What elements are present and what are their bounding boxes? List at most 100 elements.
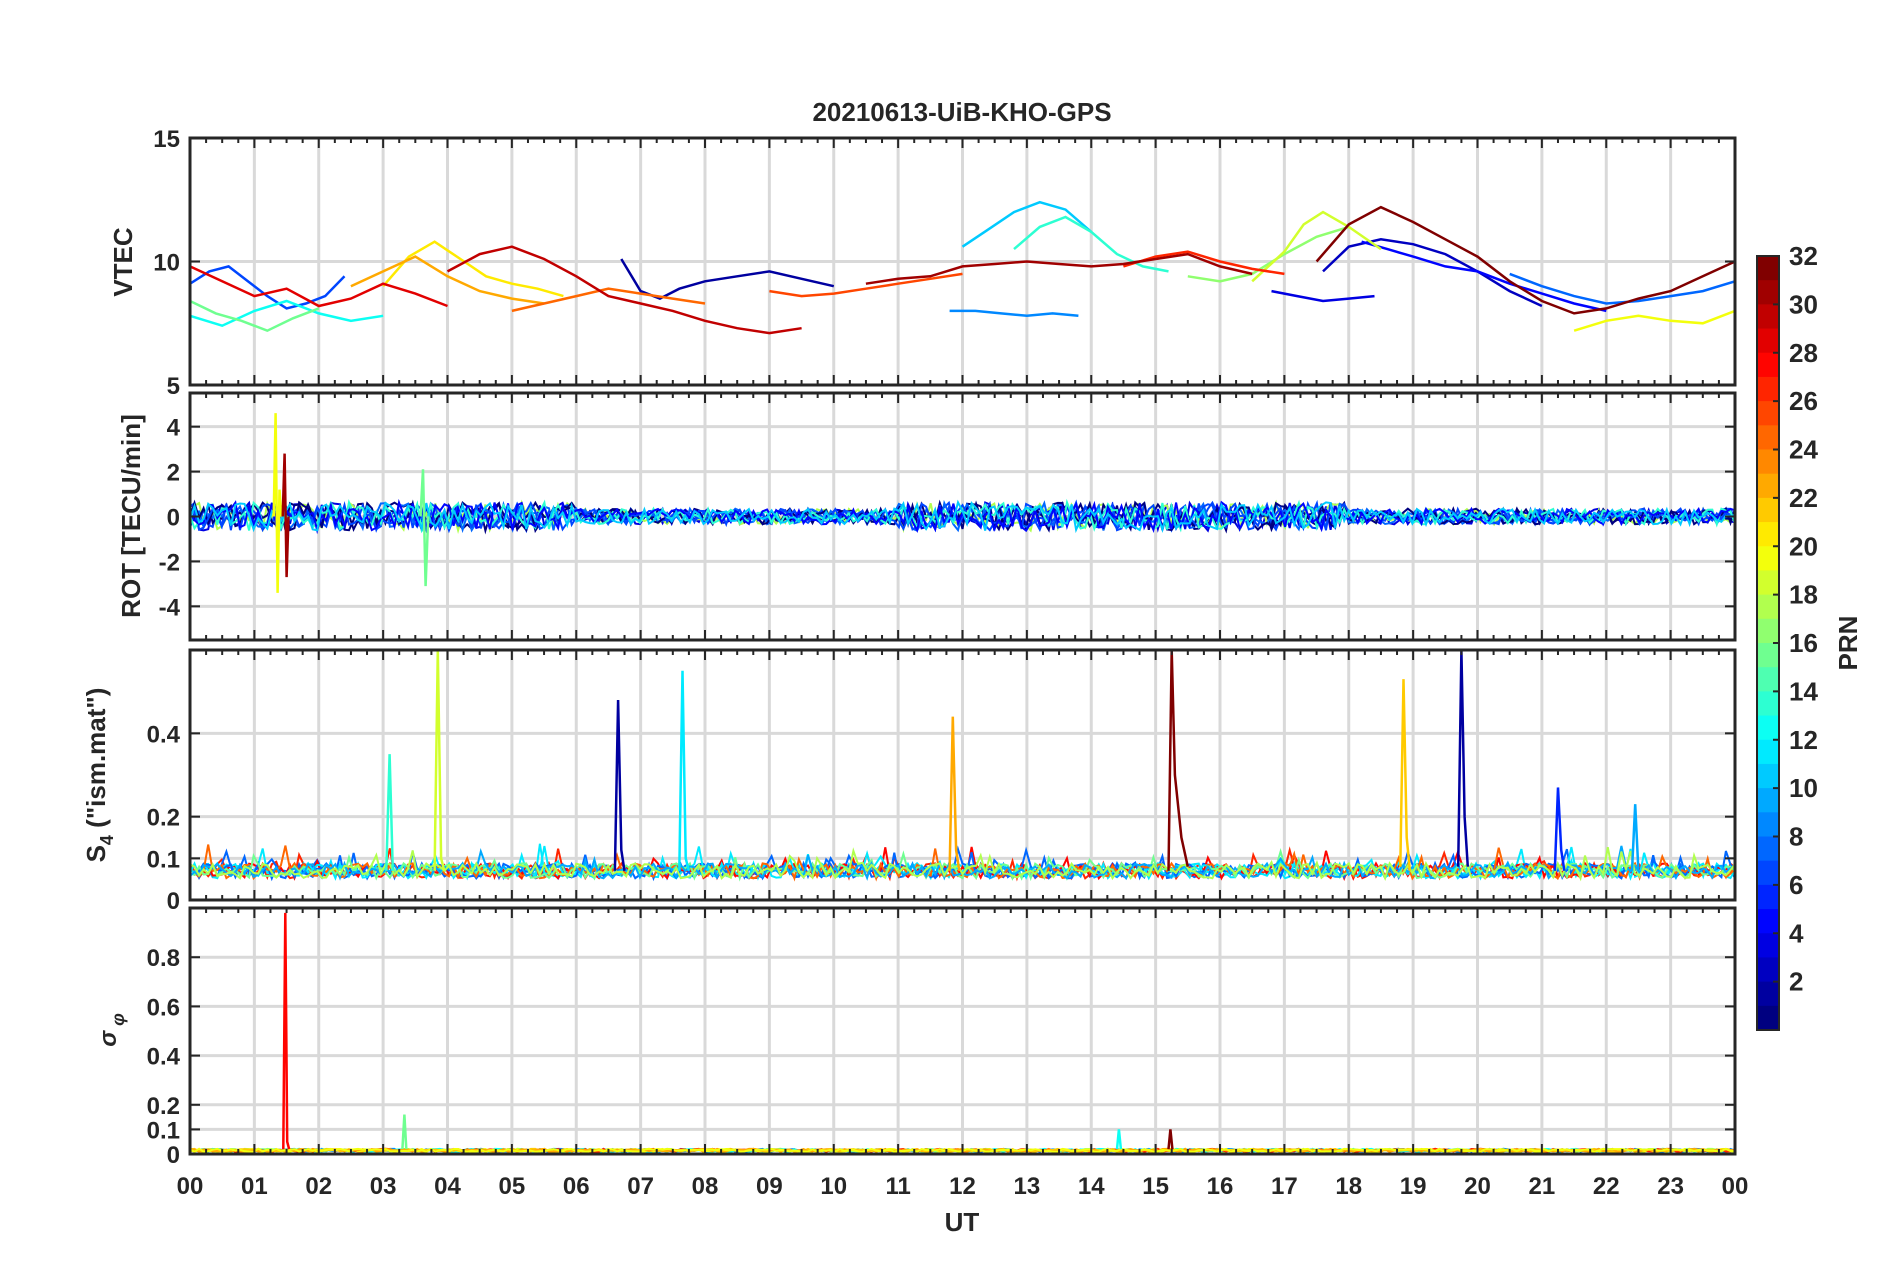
colorbar-segment [1757,594,1779,620]
y-tick-label: 10 [153,250,180,277]
colorbar-tick-label: 24 [1789,435,1818,465]
x-tick-label: 09 [756,1173,783,1200]
series-line-prn-16 [401,1114,408,1150]
series-line-prn-17 [1187,225,1350,283]
series-line-prn-19 [433,650,446,872]
colorbar-segment [1757,304,1779,330]
x-tick-label: 18 [1335,1173,1362,1200]
series-line-prn-14 [1013,215,1169,273]
colorbar-tick-label: 16 [1789,628,1818,658]
y-tick-label: 4 [167,415,181,442]
x-tick-label: 08 [692,1173,719,1200]
series-line-prn-26 [769,272,963,298]
x-tick-label: 12 [949,1173,976,1200]
series-line-prn-14 [385,754,395,871]
series-line-prn-32 [1167,1129,1174,1150]
noise-trace [190,847,1735,882]
series-line-prn-2 [1456,650,1470,867]
colorbar-tick-label: 10 [1789,773,1818,803]
x-tick-label: 00 [1722,1173,1749,1200]
colorbar-segment [1757,836,1779,862]
x-tick-label: 04 [434,1173,461,1200]
series-line-prn-19 [1251,210,1382,283]
colorbar-segment [1757,667,1779,692]
y-tick-label: 0.4 [147,721,181,748]
x-tick-label: 07 [627,1173,654,1200]
noise-trace [190,499,1735,534]
x-tick-label: 05 [499,1173,526,1200]
y-tick-label: -4 [159,594,181,621]
colorbar-tick-label: 22 [1789,483,1818,513]
colorbar-segment [1757,473,1779,499]
colorbar-segment [1757,933,1779,959]
colorbar-tick-label: 8 [1789,822,1803,852]
colorbar-segment [1757,401,1779,426]
colorbar-segment [1757,715,1779,741]
colorbar-segment [1757,812,1779,838]
series-line-prn-21 [382,240,564,298]
colorbar-segment [1757,618,1779,644]
series-line-prn-16 [419,469,430,587]
data-series [190,650,1735,882]
colorbar-tick-label: 20 [1789,531,1818,561]
series-line-prn-31 [281,453,290,578]
x-tick-label: 06 [563,1173,590,1200]
series-line-prn-25 [511,287,706,313]
colorbar-tick-label: 18 [1789,580,1818,610]
x-tick-label: 21 [1529,1173,1556,1200]
colorbar-tick-label: 14 [1789,676,1818,706]
colorbar-tick-label: 12 [1789,725,1818,755]
colorbar-segment [1757,256,1779,281]
colorbar-segment [1757,860,1779,886]
figure-title: 20210613-UiB-KHO-GPS [812,97,1111,127]
y-tick-label: 0 [167,505,180,532]
series-line-prn-32 [1167,650,1190,871]
colorbar-segment [1757,884,1779,910]
y-tick-label: 0.8 [147,945,180,972]
panel-sigma-phi: 00.10.2 0.4 0.6 0.8 [147,906,1737,1169]
x-tick-label: 13 [1014,1173,1041,1200]
colorbar-segment [1757,981,1779,1007]
x-tick-label: 02 [305,1173,332,1200]
series-line-prn-7 [190,265,346,310]
colorbar-tick-label: 6 [1789,870,1803,900]
colorbar-segment [1757,352,1779,378]
series-line-prn-12 [678,670,691,872]
x-tick-label: 15 [1142,1173,1169,1200]
x-tick-label: 17 [1271,1173,1298,1200]
ylabel-rot: ROT [TECU/min] [116,414,146,618]
y-tick-label: 0.4 [147,1044,181,1071]
series-line-prn-20 [272,413,283,593]
x-tick-label: 00 [177,1173,204,1200]
colorbar-tick-label: 28 [1789,338,1818,368]
colorbar-segment [1757,570,1779,596]
data-series [190,413,1735,593]
series-line-prn-30 [446,245,802,335]
series-line-prn-28 [282,912,291,1150]
colorbar-segment [1757,643,1779,668]
colorbar-segment [1757,691,1779,717]
colorbar-segment [1757,739,1779,765]
series-line-prn-2 [613,699,626,871]
colorbar-segment [1757,546,1779,572]
y-tick-label: 2 [167,460,180,487]
colorbar-tick-label: 4 [1789,918,1804,948]
y-tick-label: -2 [159,549,180,576]
series-line-prn-20 [1573,309,1735,332]
x-tick-label: 23 [1657,1173,1684,1200]
panel-vtec: 5 10 15 [153,126,1737,400]
ylabel-s4-symbol: S [81,845,111,862]
series-line-prn-23 [350,255,545,305]
x-tick-labels: 00 01 02 03 04 05 06 07 08 09 10 11 12 13 14 15 16 17 18 19… [177,1173,1749,1200]
panel-rot: -4 -2 0 2 4 [159,391,1737,642]
colorbar-tick-label: 30 [1789,289,1818,319]
x-tick-label: 10 [820,1173,847,1200]
ylabel-sigma-symbol: σ [95,1030,122,1047]
colorbar-segment [1757,1005,1779,1031]
ylabel-s4: S4 ("ism.mat") [81,688,117,863]
colorbar-segment [1757,425,1779,451]
x-tick-label: 20 [1464,1173,1491,1200]
colorbar-segment [1757,497,1779,523]
y-tick-label: 5 [167,373,180,400]
